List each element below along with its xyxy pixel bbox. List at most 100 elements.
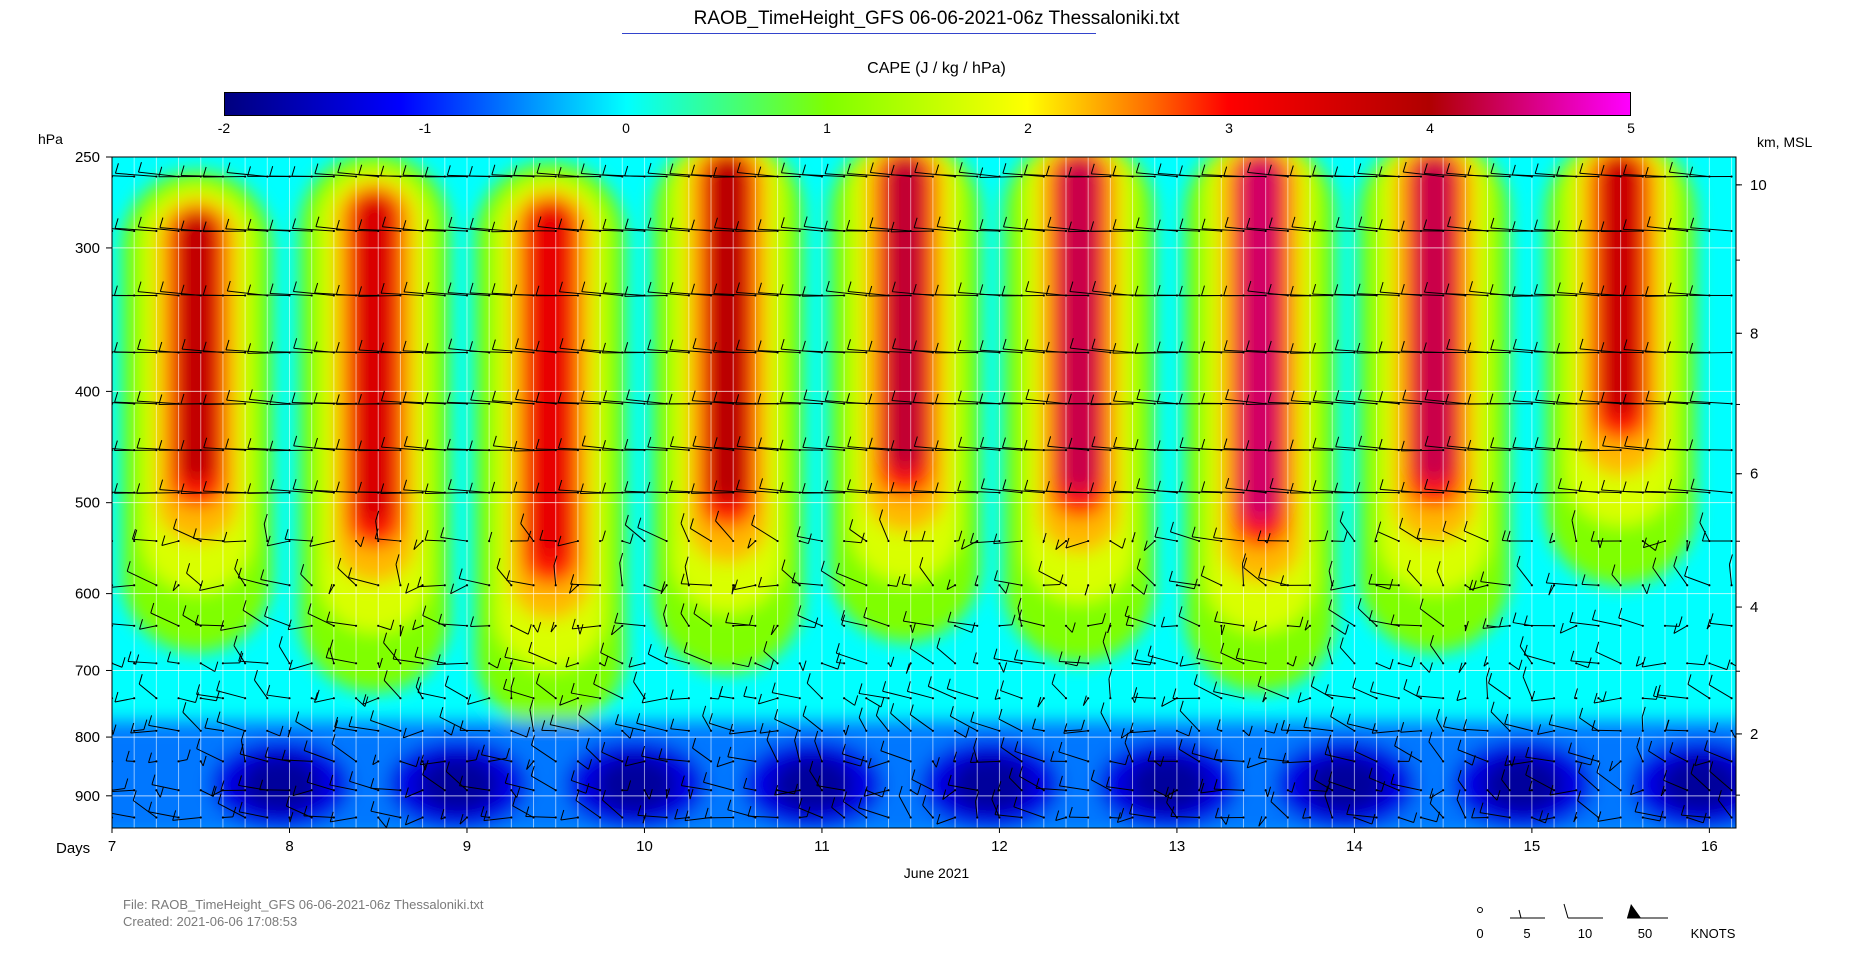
wind-barb-dot (976, 624, 979, 627)
wind-barb (1463, 728, 1488, 732)
wind-barb-flag (1511, 482, 1516, 493)
wind-barb-flag (898, 785, 903, 797)
wind-barb (891, 174, 933, 178)
wind-barb-dot (1397, 760, 1400, 763)
wind-barb-dot (1264, 816, 1267, 819)
wind-barb-dot (1042, 229, 1045, 233)
wind-barb-flag (1400, 440, 1405, 452)
wind-barb (247, 294, 290, 296)
wind-barb-dot (1020, 539, 1023, 543)
wind-barb-dot (1730, 294, 1733, 297)
wind-barb-flag (248, 389, 253, 400)
wind-barb-flag (971, 622, 976, 633)
wind-barb-dot (820, 229, 824, 233)
wind-barb (993, 540, 1022, 545)
wind-barb (1339, 647, 1355, 664)
wind-barb (1689, 448, 1732, 451)
wind-barb-dot (310, 760, 313, 763)
wind-barb-dot (976, 294, 979, 297)
wind-barb (802, 294, 845, 297)
wind-barb-flag (1356, 482, 1361, 493)
wind-barb-flag (505, 748, 510, 759)
wind-barb (664, 656, 689, 664)
wind-barb-flag (674, 808, 679, 820)
wind-barb (403, 401, 445, 405)
wind-barb-dot (709, 662, 713, 665)
wind-barb-flag (1600, 164, 1605, 176)
wind-barb (405, 817, 423, 826)
wind-barb-dot (1442, 449, 1445, 452)
wind-barb (658, 757, 689, 762)
y2-tick-label: 4 (1750, 599, 1758, 616)
wind-barb-dot (1597, 294, 1600, 297)
wind-barb-flag (335, 219, 340, 231)
wind-barb-dot (1486, 729, 1489, 732)
wind-barb-flag (1702, 812, 1707, 823)
wind-barb-dot (843, 449, 846, 452)
wind-barb-flag (1326, 781, 1331, 792)
barb-5kt-flag (1518, 909, 1522, 919)
wind-barb-dot (1064, 539, 1068, 543)
wind-barb-flag (1512, 437, 1517, 448)
wind-barb-flag (1257, 530, 1262, 541)
wind-barb (825, 445, 867, 451)
wind-barb-dot (177, 816, 180, 819)
wind-barb (525, 816, 556, 819)
wind-barb-flag (211, 785, 216, 796)
wind-barb-dot (510, 449, 513, 452)
wind-barb-flag (912, 340, 917, 351)
wind-barb (1667, 350, 1710, 354)
wind-barb (289, 662, 312, 671)
wind-barb-flag (459, 813, 464, 825)
wind-barb (1376, 584, 1390, 590)
wind-barb-flag (526, 759, 531, 770)
wind-barb-flag (112, 795, 113, 797)
wind-barb-dot (998, 662, 1001, 665)
wind-barb-dot (488, 697, 491, 700)
wind-barb-dot (510, 816, 513, 819)
wind-barb-flag (1157, 163, 1162, 174)
wind-barb (537, 226, 578, 232)
wind-barb-dot (177, 539, 180, 543)
wind-barb-flag (578, 704, 583, 716)
wind-barb-dot (887, 729, 890, 732)
wind-barb-flag (1143, 584, 1148, 595)
wind-barb (1370, 691, 1399, 699)
wind-barb (1176, 730, 1190, 737)
wind-barb-flag (1699, 512, 1704, 523)
wind-barb-dot (1730, 662, 1733, 665)
wind-barb (581, 348, 623, 354)
wind-barb-flag (1522, 666, 1527, 677)
wind-barb-dot (687, 760, 690, 763)
title-underline (622, 33, 1096, 34)
wind-barb-dot (1464, 584, 1467, 587)
wind-barb (1201, 490, 1244, 494)
wind-barb-dot (177, 229, 180, 233)
wind-barb-dot (1020, 449, 1023, 452)
wind-barb-flag (558, 479, 563, 491)
wind-barb-dot (332, 449, 335, 452)
wind-barb-flag (757, 219, 762, 230)
wind-barb-flag (825, 435, 830, 447)
wind-barb (1243, 567, 1266, 586)
wind-barb (425, 539, 445, 542)
wind-barb-flag (1291, 216, 1296, 228)
wind-barb-flag (991, 789, 996, 800)
wind-barb-flag (1330, 706, 1335, 717)
wind-barb-flag (691, 390, 696, 401)
wind-barb-flag (1273, 722, 1278, 734)
wind-barb (1136, 172, 1177, 178)
wind-barb (1525, 756, 1555, 762)
wind-barb (395, 564, 401, 586)
wind-barb-dot (1552, 449, 1556, 452)
wind-barb-flag (735, 221, 740, 232)
wind-barb (1469, 584, 1488, 591)
wind-barb-dot (931, 697, 934, 700)
wind-barb-flag (579, 483, 584, 494)
wind-barb-flag (1490, 437, 1495, 448)
wind-barb-dot (843, 789, 846, 792)
wind-barb-dot (1331, 491, 1334, 494)
wind-barb-dot (865, 624, 868, 627)
wind-barb-dot (1552, 816, 1556, 819)
wind-barb-flag (424, 759, 429, 771)
